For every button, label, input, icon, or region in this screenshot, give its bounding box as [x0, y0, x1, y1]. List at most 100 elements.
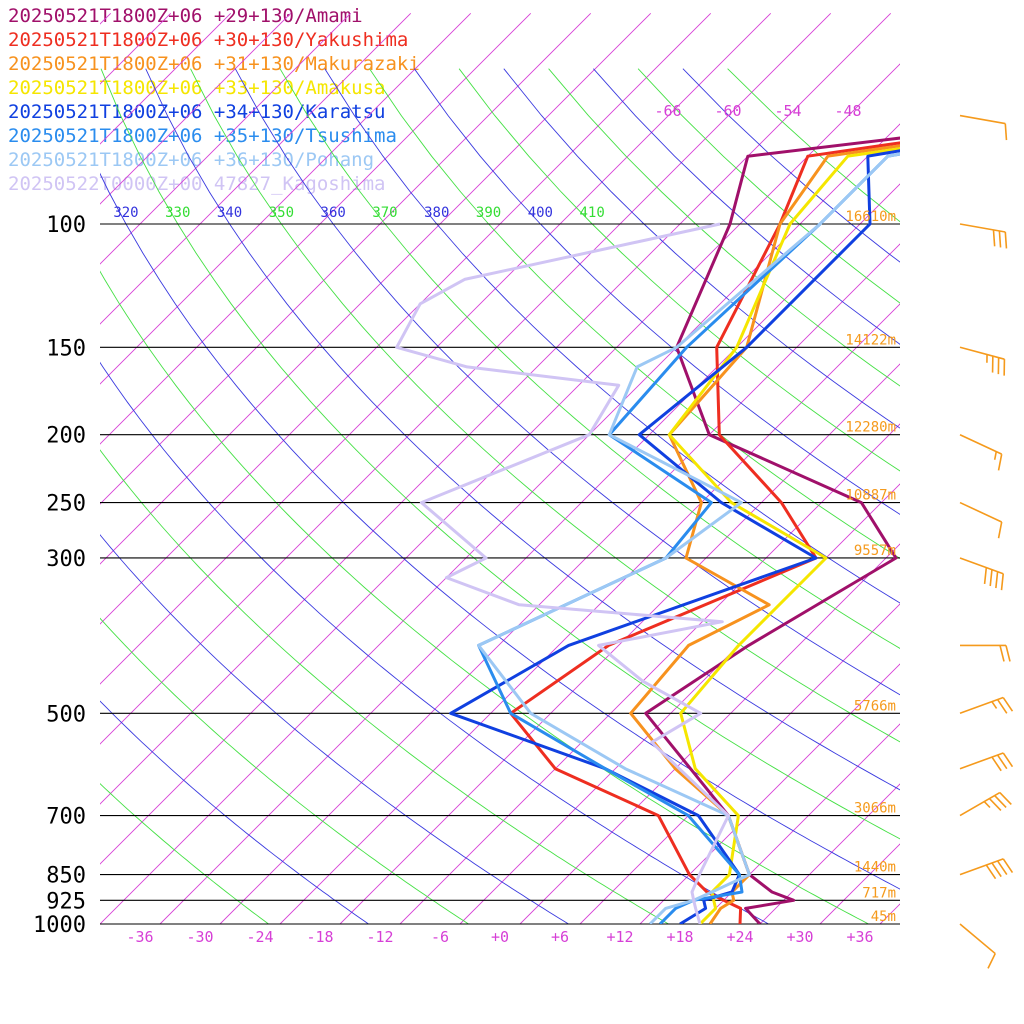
pressure-tick-label: 150	[46, 336, 86, 361]
legend-entry: 20250521T1800Z+06 +36+130/Pohang	[8, 149, 375, 171]
height-label: 45m	[871, 909, 896, 925]
dry-adiabat	[100, 534, 570, 924]
isobars	[100, 223, 900, 925]
isotherm	[100, 12, 292, 205]
top-temperature-label: -66	[654, 102, 681, 120]
sounding-line	[477, 152, 900, 924]
legend-entry: 20250521T1800Z+06 +30+130/Yakushima	[8, 29, 409, 51]
pressure-tick-label: 500	[46, 702, 86, 727]
temperature-tick-label: +18	[666, 928, 693, 946]
temperature-tick-label: +36	[846, 928, 873, 946]
isotherm	[100, 12, 532, 445]
legend-entry: 20250521T1800Z+06 +33+130/Amakusa	[8, 77, 386, 99]
dry-adiabat	[548, 68, 900, 387]
dry-adiabat	[100, 700, 370, 924]
isotherm	[1000, 13, 1024, 924]
isotherm	[0, 13, 51, 924]
isotherm	[699, 723, 900, 924]
isotherm	[100, 123, 900, 924]
wind-barb	[959, 114, 1008, 141]
isotherm	[100, 12, 232, 145]
temperature-tick-label: +30	[786, 928, 813, 946]
dry-adiabat	[100, 783, 270, 924]
wind-barb	[959, 346, 1006, 376]
temperature-tick-label: +6	[551, 928, 569, 946]
temperature-tick-label: +12	[606, 928, 633, 946]
isotherm	[639, 663, 900, 924]
theta-label: 390	[476, 205, 501, 221]
top-temperature-label: -54	[774, 102, 801, 120]
legend-entry: 20250521T1800Z+06 +31+130/Makurazaki	[8, 53, 420, 75]
isotherm	[100, 12, 352, 265]
temperature-tick-label: -12	[366, 928, 393, 946]
theta-label: 340	[217, 205, 242, 221]
dry-adiabat	[100, 449, 670, 924]
isotherm	[399, 423, 900, 924]
temperature-tick-label: +24	[726, 928, 753, 946]
dry-adiabat	[369, 68, 900, 559]
isotherm	[100, 12, 652, 565]
isotherm	[339, 363, 900, 924]
dry-adiabat	[458, 68, 900, 472]
wind-barb	[959, 923, 996, 969]
isotherm	[459, 483, 900, 924]
isotherm	[219, 243, 900, 924]
legend: 20250521T1800Z+06 +29+130/Amami 20250521T…	[8, 4, 420, 196]
height-label: 5766m	[854, 698, 896, 714]
wind-barb	[959, 557, 1005, 591]
top-temperature-label: -60	[714, 102, 741, 120]
isotherm	[279, 303, 900, 924]
wind-barbs	[959, 114, 1014, 969]
sounding-line	[667, 147, 900, 924]
isotherm	[159, 183, 900, 924]
wind-barb	[959, 791, 1012, 817]
theta-label: 350	[269, 205, 294, 221]
theta-label: 360	[321, 205, 346, 221]
isotherm	[100, 12, 172, 85]
isotherm	[100, 12, 412, 325]
dry-adiabat	[100, 617, 470, 924]
top-temperature-label: -48	[834, 102, 861, 120]
height-label: 16610m	[845, 209, 896, 225]
pressure-tick-label: 100	[46, 213, 86, 238]
theta-label: 410	[580, 205, 605, 221]
pressure-tick-label: 200	[46, 424, 86, 449]
isotherm	[579, 603, 900, 924]
dry-adiabat	[190, 68, 900, 743]
height-label: 717m	[862, 885, 896, 901]
isotherm	[100, 12, 892, 805]
height-label: 14122m	[845, 332, 896, 348]
dry-adiabat	[279, 68, 900, 649]
dry-adiabat	[503, 68, 900, 429]
isotherm	[100, 12, 772, 685]
wind-barb	[959, 223, 1008, 249]
isotherm	[100, 12, 112, 25]
pressure-tick-label: 925	[46, 889, 86, 914]
wind-barb	[959, 433, 1003, 471]
legend-entry: 20250521T1800Z+06 +35+130/Tsushima	[8, 125, 397, 147]
temperature-tick-label: -6	[431, 928, 449, 946]
dry-adiabat	[413, 68, 900, 515]
wind-barb	[959, 696, 1014, 715]
wind-barb	[959, 858, 1014, 880]
temperature-tick-label: -24	[246, 928, 273, 946]
height-label: 10887m	[845, 488, 896, 504]
isotherm	[519, 543, 900, 924]
isotherm	[100, 63, 900, 865]
theta-label: 370	[372, 205, 397, 221]
theta-label: 380	[424, 205, 449, 221]
pressure-tick-label: 1000	[33, 913, 86, 938]
height-label: 9557m	[854, 543, 896, 559]
dry-adiabat	[145, 68, 900, 791]
height-label: 3066m	[854, 801, 896, 817]
isotherm	[940, 13, 1024, 924]
temperature-tick-label: -30	[186, 928, 213, 946]
pressure-tick-label: 700	[46, 805, 86, 830]
sounding-line	[477, 152, 900, 924]
height-label: 12280m	[845, 420, 896, 436]
dry-adiabat	[100, 172, 900, 890]
legend-entry: 20250521T1800Z+06 +34+130/Karatsu	[8, 101, 386, 123]
sounding-lines	[395, 136, 900, 924]
